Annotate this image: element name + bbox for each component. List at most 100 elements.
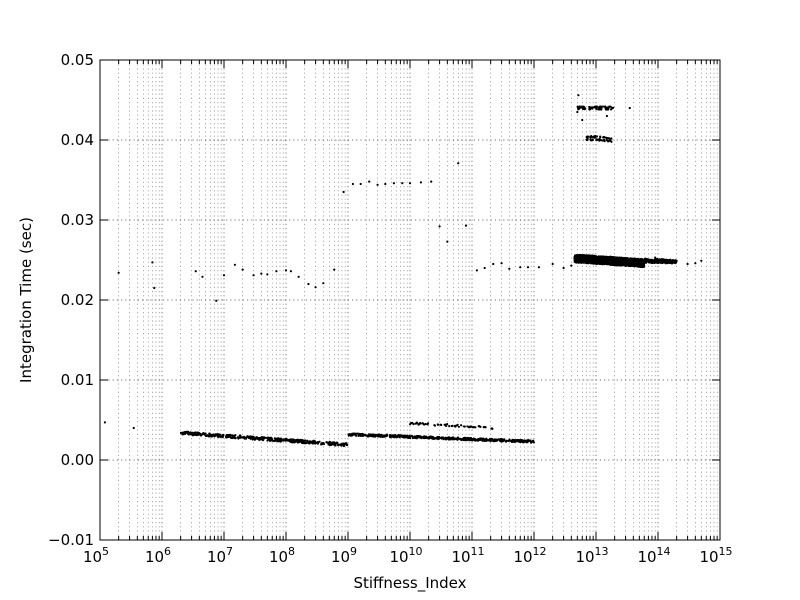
data-point [633,263,636,267]
data-point [228,434,231,437]
data-point [647,259,651,263]
data-point [186,430,190,433]
data-point [601,258,605,261]
data-point [508,267,511,270]
data-point [450,437,453,440]
data-point [282,439,285,442]
data-point [468,426,471,429]
data-point [665,258,668,261]
data-point [577,258,581,261]
data-point [445,436,448,440]
data-point [580,105,583,108]
data-point [597,106,601,109]
data-point [636,264,640,268]
data-point [446,240,449,243]
data-point [607,106,610,110]
data-point [332,441,335,444]
data-point [408,182,412,185]
axis-ticks [99,59,721,541]
data-point [686,262,689,266]
data-point [594,258,597,261]
data-point [465,437,468,440]
data-point [468,439,471,442]
data-point [284,439,287,442]
data-point [275,270,278,273]
data-point [485,439,488,442]
data-point [531,439,535,442]
data-point [598,260,601,263]
data-point [614,257,617,261]
data-point [368,433,371,436]
data-point [659,261,663,264]
data-point [358,433,361,436]
data-point [376,183,379,186]
data-point [586,137,589,141]
data-point [601,263,604,266]
data-point [232,436,235,439]
data-point [410,421,413,425]
data-point [668,261,672,265]
data-point [225,433,228,437]
data-point [581,260,584,263]
data-point [598,262,601,265]
data-point [644,259,647,262]
data-point [592,259,595,263]
data-point [576,254,580,258]
data-point [609,256,612,259]
data-point [411,436,415,440]
data-point [242,435,246,438]
data-point [326,441,329,444]
data-point [191,431,194,434]
data-point [627,262,630,265]
y-tick-label: 0.01 [61,371,94,389]
data-point [199,434,202,437]
data-point [212,433,215,436]
data-point [236,436,240,439]
data-point [307,282,310,286]
data-point [625,258,629,261]
x-tick-label: 106 [145,545,171,566]
data-point [609,139,612,142]
y-tick-label: 0.03 [61,211,94,229]
data-point [671,262,674,265]
data-point [562,266,565,270]
data-point [636,259,639,262]
data-point [332,443,335,446]
x-axis-title: Stiffness_Index [353,574,466,593]
data-point [593,254,596,258]
data-point [456,437,459,440]
data-point [627,264,630,268]
data-point [252,274,255,277]
data-point [519,266,522,269]
data-point [498,439,502,442]
data-point [463,425,466,428]
data-point [351,182,355,186]
data-point [620,261,623,264]
data-point [619,264,623,267]
data-point [276,440,279,443]
data-point [601,139,604,142]
data-point [603,139,606,143]
data-point [426,422,430,425]
data-point [595,262,598,265]
data-point [470,439,474,442]
data-point [611,107,614,110]
data-point [666,258,670,262]
data-point [398,435,402,438]
data-point [537,266,541,269]
data-point [595,259,599,262]
data-point [588,108,591,111]
data-point [599,136,602,139]
data-point [279,437,283,440]
data-point [314,286,317,289]
data-point [256,437,259,441]
data-point [261,439,265,442]
data-point [422,422,425,426]
data-point [266,439,269,442]
data-point [198,432,201,435]
data-point [578,253,581,257]
data-point [355,432,359,435]
data-point [607,140,610,143]
data-point [675,259,678,263]
data-point [439,423,442,426]
